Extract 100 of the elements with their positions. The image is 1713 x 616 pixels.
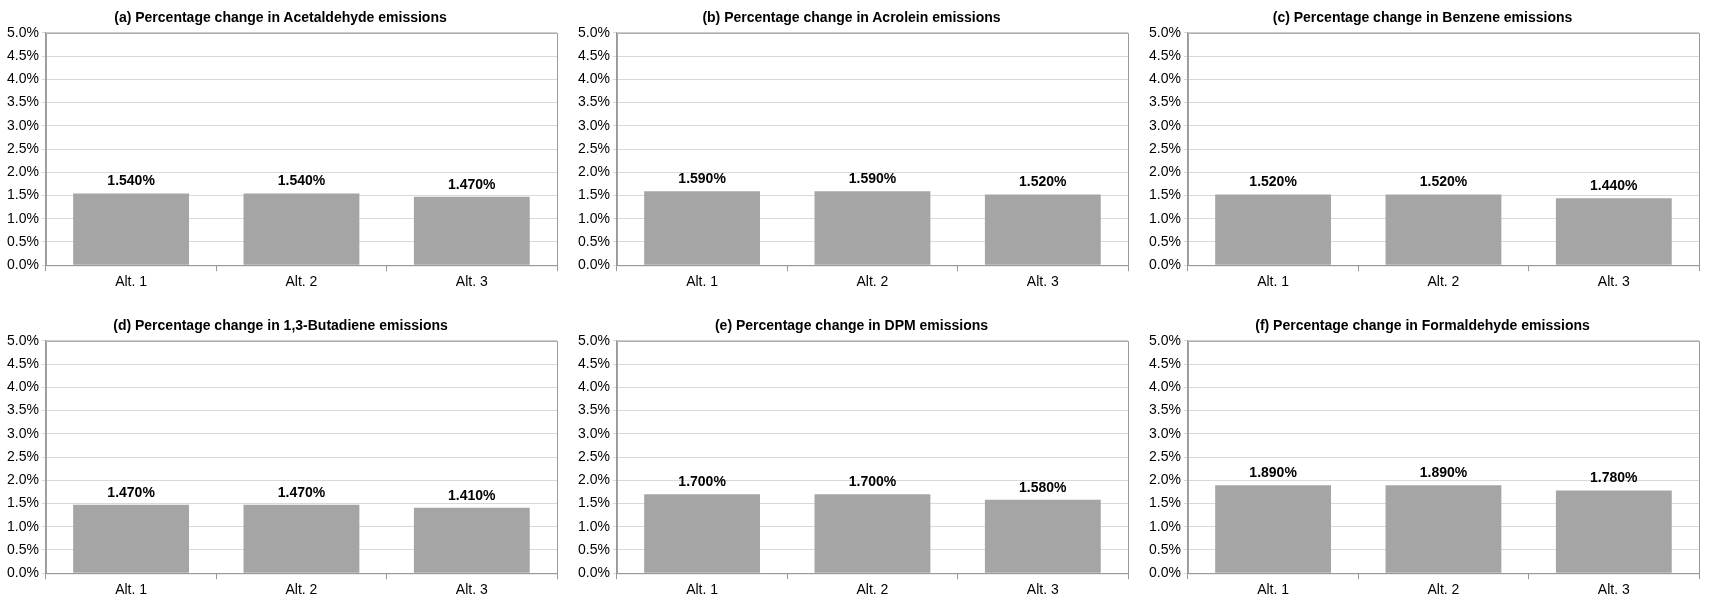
y-tick-label: 0.0%	[6, 256, 39, 273]
y-tick-label: 5.0%	[1148, 23, 1181, 40]
y-tick-label: 0.0%	[577, 256, 610, 273]
data-label: 1.440%	[1590, 177, 1639, 194]
x-tick-label: Alt. 1	[686, 581, 719, 598]
x-tick-label: Alt. 2	[1427, 581, 1460, 598]
y-tick-label: 5.0%	[1148, 331, 1181, 348]
x-tick-label: Alt. 2	[285, 273, 318, 290]
y-tick-label: 2.0%	[577, 163, 610, 180]
x-tick-label: Alt. 1	[1257, 581, 1290, 598]
y-tick-label: 2.5%	[577, 139, 610, 156]
data-label: 1.890%	[1419, 464, 1468, 481]
data-label: 1.520%	[1019, 173, 1068, 190]
chart-title: (b) Percentage change in Acrolein emissions	[702, 9, 1001, 26]
x-tick-label: Alt. 2	[1427, 273, 1460, 290]
y-tick-label: 3.0%	[1148, 424, 1181, 441]
y-tick-label: 0.5%	[1148, 540, 1181, 557]
y-tick-label: 4.0%	[1148, 70, 1181, 87]
data-label: 1.700%	[678, 473, 727, 490]
data-label: 1.520%	[1419, 173, 1468, 190]
data-label: 1.890%	[1249, 464, 1298, 481]
y-tick-label: 3.0%	[577, 116, 610, 133]
x-tick-label: Alt. 3	[1597, 581, 1630, 598]
data-label: 1.410%	[448, 486, 497, 503]
y-tick-label: 2.0%	[577, 471, 610, 488]
y-tick-label: 1.0%	[577, 517, 610, 534]
x-tick-label: Alt. 1	[1257, 273, 1290, 290]
data-label: 1.470%	[107, 483, 156, 500]
x-tick-label: Alt. 3	[1026, 273, 1059, 290]
data-label: 1.780%	[1590, 469, 1639, 486]
y-tick-label: 2.5%	[6, 139, 39, 156]
y-tick-label: 0.5%	[6, 232, 39, 249]
y-tick-label: 1.5%	[1148, 494, 1181, 511]
x-tick-label: Alt. 3	[455, 581, 488, 598]
y-tick-label: 0.0%	[6, 564, 39, 581]
data-label: 1.470%	[448, 175, 497, 192]
y-tick-label: 2.5%	[1148, 447, 1181, 464]
y-tick-label: 0.5%	[1148, 232, 1181, 249]
y-tick-label: 1.5%	[1148, 186, 1181, 203]
chart-title: (c) Percentage change in Benzene emissions	[1272, 9, 1573, 26]
chart-title: (a) Percentage change in Acetaldehyde emissions	[114, 9, 447, 26]
y-tick-label: 5.0%	[577, 23, 610, 40]
y-tick-label: 4.5%	[6, 46, 39, 63]
y-tick-label: 2.5%	[1148, 139, 1181, 156]
y-tick-label: 4.5%	[577, 354, 610, 371]
x-tick-label: Alt. 3	[1026, 581, 1059, 598]
y-tick-label: 1.0%	[6, 517, 39, 534]
y-tick-label: 1.5%	[577, 186, 610, 203]
data-label: 1.520%	[1249, 173, 1298, 190]
y-tick-label: 4.5%	[577, 46, 610, 63]
y-tick-label: 3.0%	[6, 116, 39, 133]
x-tick-label: Alt. 2	[856, 581, 889, 598]
y-tick-label: 4.5%	[6, 354, 39, 371]
y-tick-label: 5.0%	[6, 331, 39, 348]
chart-title: (e) Percentage change in DPM emissions	[714, 317, 989, 334]
y-tick-label: 2.5%	[577, 447, 610, 464]
y-tick-label: 2.0%	[1148, 471, 1181, 488]
y-tick-label: 0.0%	[577, 564, 610, 581]
y-tick-label: 4.0%	[1148, 378, 1181, 395]
data-label: 1.580%	[1019, 478, 1068, 495]
y-tick-label: 5.0%	[577, 331, 610, 348]
y-tick-label: 2.5%	[6, 447, 39, 464]
y-tick-label: 4.5%	[1148, 354, 1181, 371]
y-tick-label: 4.5%	[1148, 46, 1181, 63]
y-tick-label: 4.0%	[577, 70, 610, 87]
y-tick-label: 4.0%	[577, 378, 610, 395]
y-tick-label: 0.5%	[577, 232, 610, 249]
y-tick-label: 1.5%	[6, 186, 39, 203]
data-label: 1.540%	[277, 172, 326, 189]
y-tick-label: 1.5%	[6, 494, 39, 511]
x-tick-label: Alt. 3	[455, 273, 488, 290]
y-tick-label: 3.5%	[577, 401, 610, 418]
chart-title: (f) Percentage change in Formaldehyde emissions	[1255, 317, 1590, 334]
y-tick-label: 1.0%	[6, 209, 39, 226]
y-tick-label: 2.0%	[6, 163, 39, 180]
y-tick-label: 5.0%	[6, 23, 39, 40]
y-tick-label: 1.0%	[577, 209, 610, 226]
x-tick-label: Alt. 2	[285, 581, 318, 598]
y-tick-label: 1.0%	[1148, 517, 1181, 534]
y-tick-label: 0.0%	[1148, 564, 1181, 581]
data-label: 1.590%	[848, 170, 897, 187]
y-tick-label: 3.5%	[1148, 401, 1181, 418]
data-label: 1.590%	[678, 170, 727, 187]
y-tick-label: 0.5%	[6, 540, 39, 557]
x-tick-label: Alt. 3	[1597, 273, 1630, 290]
y-tick-label: 3.0%	[6, 424, 39, 441]
y-tick-label: 0.0%	[1148, 256, 1181, 273]
y-tick-label: 3.5%	[6, 93, 39, 110]
x-tick-label: Alt. 1	[115, 273, 148, 290]
y-tick-label: 3.0%	[1148, 116, 1181, 133]
y-tick-label: 3.0%	[577, 424, 610, 441]
x-tick-label: Alt. 2	[856, 273, 889, 290]
y-tick-label: 1.5%	[577, 494, 610, 511]
y-tick-label: 2.0%	[1148, 163, 1181, 180]
x-tick-label: Alt. 1	[686, 273, 719, 290]
y-tick-label: 3.5%	[577, 93, 610, 110]
y-tick-label: 1.0%	[1148, 209, 1181, 226]
y-tick-label: 3.5%	[6, 401, 39, 418]
x-tick-label: Alt. 1	[115, 581, 148, 598]
y-tick-label: 3.5%	[1148, 93, 1181, 110]
